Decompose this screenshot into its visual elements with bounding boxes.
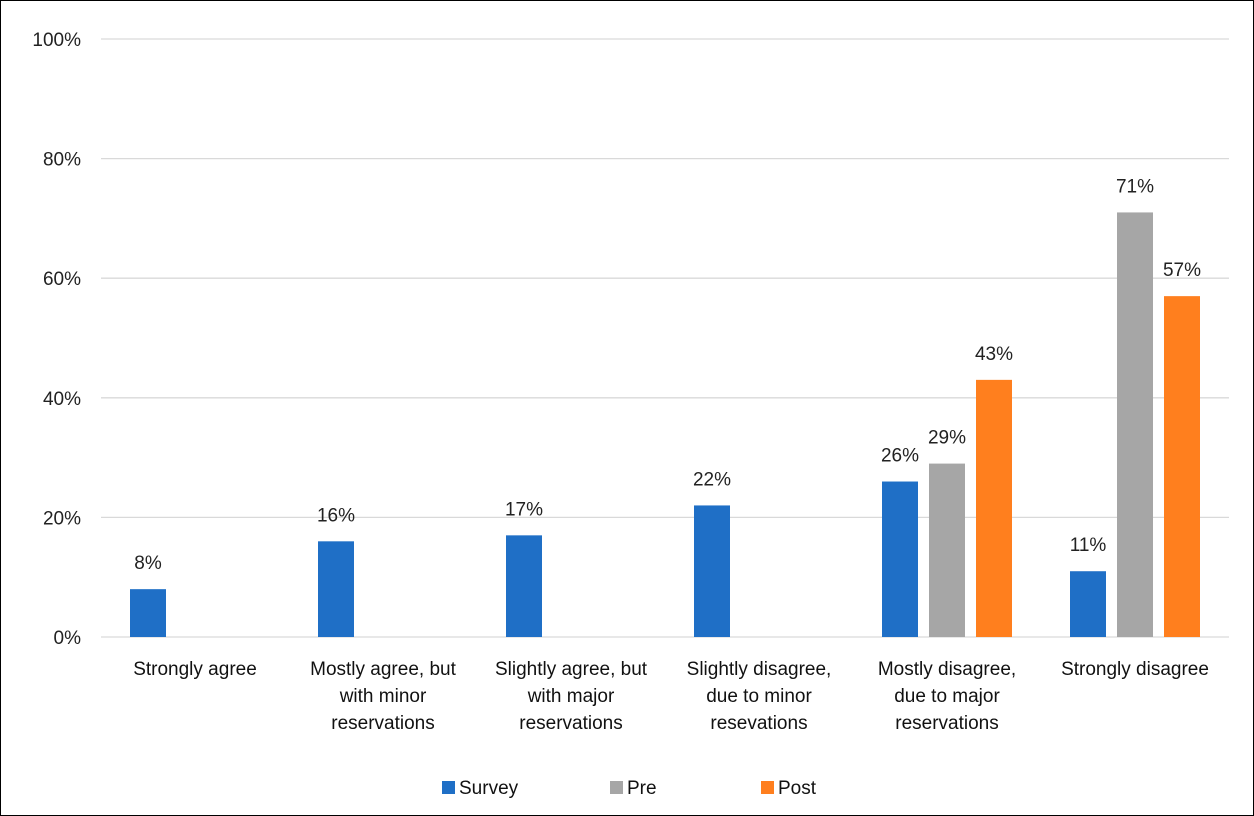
bar-pre (929, 463, 965, 637)
legend-label: Survey (459, 778, 519, 799)
legend-swatch (442, 781, 455, 794)
x-category-label: Slightly agree, but with major reservation… (495, 659, 648, 734)
bar-survey (882, 481, 918, 637)
data-label: 16% (317, 505, 355, 526)
legend-item-post: Post (761, 778, 817, 799)
bar-survey (506, 535, 542, 637)
legend-label: Pre (627, 778, 657, 799)
x-category-label: Strongly disagree (1061, 659, 1209, 680)
y-tick-label: 0% (54, 628, 82, 649)
data-label: 17% (505, 499, 543, 520)
bar-survey (694, 505, 730, 637)
bar-post (976, 379, 1012, 637)
x-category-label: Slightly disagree, due to minor resevation… (687, 659, 832, 734)
data-label: 29% (928, 428, 966, 449)
legend-item-survey: Survey (442, 778, 519, 799)
y-axis-ticks: 0% 20% 40% 60% 80% 100% (32, 30, 81, 649)
y-tick-label: 40% (43, 389, 81, 410)
data-label: 71% (1116, 176, 1154, 197)
data-label: 11% (1070, 535, 1107, 556)
legend-swatch (761, 781, 774, 794)
x-category-label: Mostly agree, but with minor reservations (310, 659, 456, 734)
y-tick-label: 80% (43, 150, 81, 171)
x-category-label: Mostly disagree, due to major reservations (878, 659, 1016, 734)
legend-swatch (610, 781, 623, 794)
x-category-label: Strongly agree (133, 659, 257, 680)
y-tick-label: 60% (43, 269, 81, 290)
data-label: 43% (975, 344, 1013, 365)
data-label: 22% (693, 469, 731, 490)
legend-label: Post (778, 778, 817, 799)
bar-survey (1070, 571, 1106, 637)
data-label: 8% (134, 553, 162, 574)
bars (130, 212, 1200, 638)
bar-survey (318, 541, 354, 637)
bar-post (1164, 296, 1200, 637)
x-axis-categories: Strongly agree Mostly agree, but with mino… (133, 659, 1209, 734)
bar-survey (130, 589, 166, 637)
data-label: 57% (1163, 260, 1201, 281)
legend: Survey Pre Post (442, 778, 817, 799)
bar-pre (1117, 212, 1153, 638)
legend-item-pre: Pre (610, 778, 657, 799)
data-label: 26% (881, 446, 919, 467)
y-tick-label: 100% (32, 30, 81, 51)
data-labels: 8% 16% 17% 22% 26% 29% 43% 11% 71% 57% (134, 176, 1201, 574)
gridlines (101, 38, 1229, 638)
y-tick-label: 20% (43, 508, 81, 529)
